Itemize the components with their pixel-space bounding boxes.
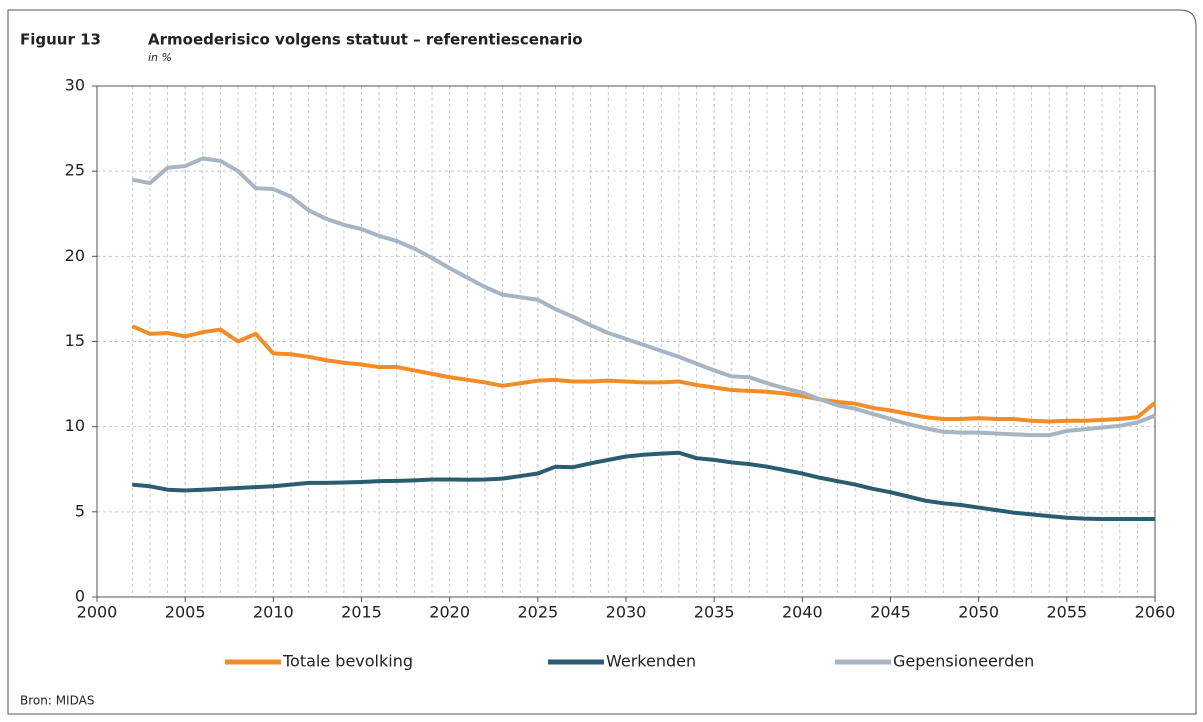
- frame: [7, 9, 1197, 715]
- x-tick-label: 2005: [165, 603, 206, 622]
- chart-title: Figuur 13: [20, 31, 101, 49]
- legend-label: Totale bevolking: [282, 652, 413, 671]
- line: [131, 324, 1157, 424]
- x-tick-label: 2000: [77, 603, 118, 622]
- plot-border: [96, 85, 1156, 598]
- x-tick-label: 2025: [517, 603, 558, 622]
- source: Bron: MIDAS: [20, 694, 94, 708]
- legend-label: Gepensioneerden: [893, 652, 1034, 671]
- y-tick-label: 25: [65, 161, 85, 180]
- x-tick-label: 2040: [782, 603, 823, 622]
- x-tick-label: 2035: [694, 603, 735, 622]
- x-tick-label: 2045: [870, 603, 911, 622]
- y-tick-label: 0: [75, 587, 85, 606]
- x-tick-label: 2055: [1046, 603, 1087, 622]
- x-tick-label: 2050: [958, 603, 999, 622]
- x-tick-label: 2010: [253, 603, 294, 622]
- y-tick-label: 20: [65, 246, 85, 265]
- x-tick-label: 2015: [341, 603, 382, 622]
- x-tick-label: 2030: [606, 603, 647, 622]
- chart-subtitle: Armoederisico volgens statuut – referent…: [148, 31, 583, 49]
- line: [132, 450, 1155, 521]
- line: [131, 156, 1156, 438]
- x-tick-label: 2060: [1135, 603, 1176, 622]
- legend-label: Werkenden: [606, 652, 696, 671]
- y-tick-label: 10: [65, 416, 85, 435]
- x-tick-label: 2020: [429, 603, 470, 622]
- y-tick-label: 5: [75, 501, 85, 520]
- y-tick-label: 30: [65, 76, 85, 95]
- y-axis-label: in %: [148, 51, 172, 64]
- y-tick-label: 15: [65, 331, 85, 350]
